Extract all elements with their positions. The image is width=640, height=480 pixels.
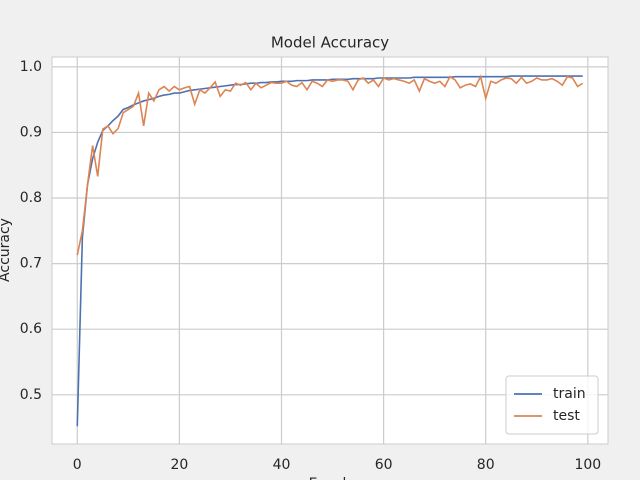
chart-title: Model Accuracy	[271, 34, 389, 52]
x-tick-label: 80	[477, 457, 495, 473]
x-tick-label: 60	[375, 457, 393, 473]
x-tick-label: 0	[73, 457, 82, 473]
legend-box	[505, 375, 599, 435]
data-line	[76, 75, 583, 427]
legend: train test	[505, 375, 599, 435]
y-tick-label: 1.0	[20, 59, 42, 75]
x-tick-label: 20	[170, 457, 188, 473]
legend-label: test	[553, 408, 580, 424]
y-axis-label: Accuracy	[0, 218, 13, 282]
x-tick-label: 100	[574, 457, 601, 473]
data-line	[76, 74, 584, 256]
x-axis-label: Epoch	[309, 476, 352, 480]
y-tick-label: 0.6	[20, 321, 42, 337]
y-tick-label: 0.7	[20, 256, 42, 272]
y-tick-label: 0.8	[20, 190, 42, 206]
x-tick-label: 40	[273, 457, 291, 473]
legend-label: train	[553, 386, 586, 402]
y-tick-label: 0.5	[20, 387, 42, 403]
y-tick-label: 0.9	[20, 124, 42, 140]
